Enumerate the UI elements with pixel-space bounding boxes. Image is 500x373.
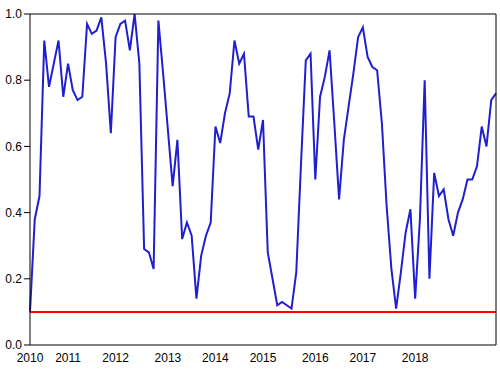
svg-text:2015: 2015 — [250, 351, 277, 365]
svg-text:2013: 2013 — [155, 351, 182, 365]
svg-text:0.6: 0.6 — [8, 140, 22, 154]
svg-text:2011: 2011 — [55, 351, 81, 365]
svg-text:2010: 2010 — [17, 351, 44, 365]
svg-text:0.0: 0.0 — [8, 338, 22, 352]
svg-text:2016: 2016 — [302, 351, 329, 365]
svg-text:0.8: 0.8 — [8, 73, 22, 87]
svg-text:2012: 2012 — [102, 351, 129, 365]
svg-text:2014: 2014 — [202, 351, 229, 365]
svg-text:2017: 2017 — [350, 351, 377, 365]
svg-text:2018: 2018 — [402, 351, 429, 365]
svg-text:0.2: 0.2 — [8, 272, 22, 286]
svg-text:0.4: 0.4 — [8, 206, 22, 220]
svg-text:1.0: 1.0 — [8, 7, 22, 21]
